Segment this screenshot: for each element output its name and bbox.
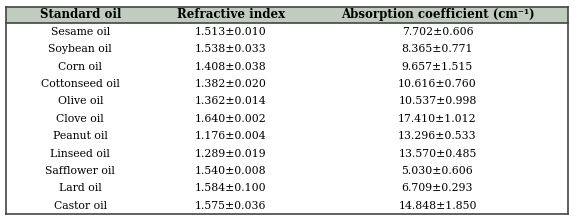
Text: Soybean oil: Soybean oil [48,44,112,54]
Text: 1.584±0.100: 1.584±0.100 [195,183,266,193]
Text: 8.365±0.771: 8.365±0.771 [402,44,473,54]
Text: Absorption coefficient (cm⁻¹): Absorption coefficient (cm⁻¹) [340,8,534,21]
Text: Linseed oil: Linseed oil [51,149,110,158]
Text: Olive oil: Olive oil [57,96,103,107]
Text: 1.640±0.002: 1.640±0.002 [195,114,267,124]
Text: 1.382±0.020: 1.382±0.020 [195,79,267,89]
Text: 6.709±0.293: 6.709±0.293 [402,183,473,193]
Text: 1.540±0.008: 1.540±0.008 [195,166,266,176]
Text: 13.570±0.485: 13.570±0.485 [398,149,476,158]
Text: Sesame oil: Sesame oil [51,27,110,37]
Text: Safflower oil: Safflower oil [45,166,115,176]
Text: 7.702±0.606: 7.702±0.606 [402,27,474,37]
Text: Standard oil: Standard oil [40,8,121,21]
Text: Clove oil: Clove oil [56,114,104,124]
Text: Corn oil: Corn oil [59,62,102,72]
Text: 1.538±0.033: 1.538±0.033 [195,44,267,54]
Text: Castor oil: Castor oil [54,201,107,211]
Text: Refractive index: Refractive index [177,8,285,21]
Text: 17.410±1.012: 17.410±1.012 [398,114,477,124]
Text: 13.296±0.533: 13.296±0.533 [398,131,477,141]
Text: Cottonseed oil: Cottonseed oil [41,79,120,89]
Text: 1.513±0.010: 1.513±0.010 [195,27,267,37]
Text: 5.030±0.606: 5.030±0.606 [402,166,474,176]
Text: 1.362±0.014: 1.362±0.014 [195,96,267,107]
Text: 9.657±1.515: 9.657±1.515 [402,62,473,72]
Text: Peanut oil: Peanut oil [53,131,108,141]
Text: 1.289±0.019: 1.289±0.019 [195,149,266,158]
Text: 1.575±0.036: 1.575±0.036 [195,201,266,211]
Text: 10.616±0.760: 10.616±0.760 [398,79,477,89]
Text: 1.408±0.038: 1.408±0.038 [195,62,267,72]
Text: 1.176±0.004: 1.176±0.004 [195,131,266,141]
Text: 14.848±1.850: 14.848±1.850 [398,201,477,211]
Text: Lard oil: Lard oil [59,183,102,193]
Bar [6,7,568,23]
Text: 10.537±0.998: 10.537±0.998 [398,96,476,107]
